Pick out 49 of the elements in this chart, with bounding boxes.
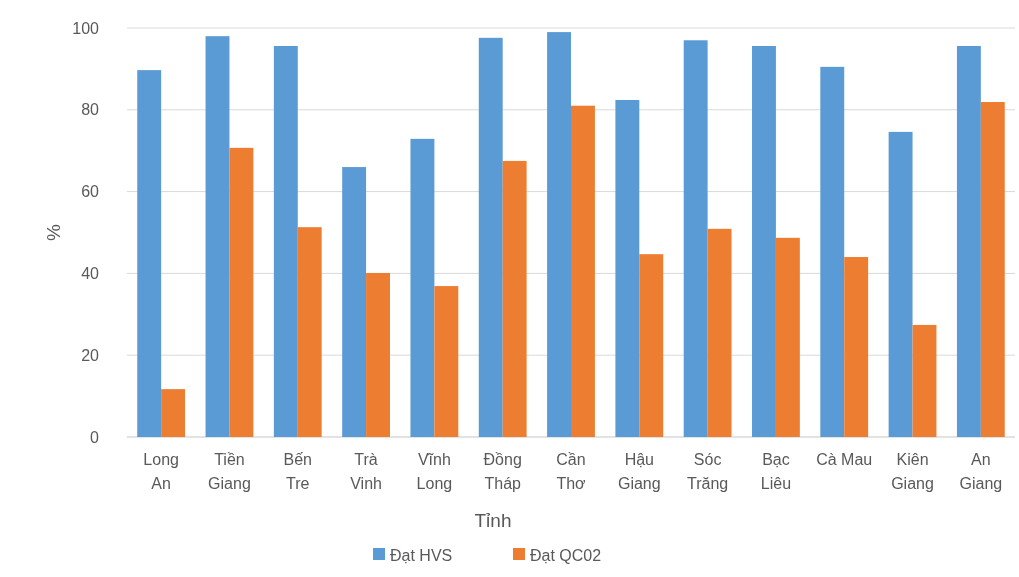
bar — [683, 40, 708, 437]
x-tick-label: Tiền Giang — [208, 451, 251, 492]
x-tick-label: Bến Tre — [283, 451, 312, 492]
bar — [639, 254, 664, 437]
x-tick-label: Cần Thơ — [556, 451, 587, 492]
bar — [297, 227, 322, 437]
bar — [956, 46, 981, 437]
x-tick-label: Vĩnh Long — [416, 451, 453, 492]
bar — [571, 105, 595, 437]
bar — [342, 167, 367, 437]
bar — [161, 389, 186, 437]
legend-label: Đạt QC02 — [530, 546, 602, 564]
x-tick-label: Đồng Tháp — [483, 451, 522, 492]
bar — [820, 66, 845, 437]
bar — [273, 46, 298, 437]
bar — [478, 37, 503, 437]
bar — [615, 99, 640, 437]
y-tick-label: 80 — [81, 101, 100, 119]
y-tick-label: 0 — [90, 428, 100, 446]
x-tick-label: Bạc Liêu — [760, 451, 792, 492]
bar — [410, 138, 435, 437]
x-tick-label: Cà Mau — [816, 451, 873, 468]
bar — [502, 160, 527, 437]
bar — [434, 286, 459, 437]
bar — [366, 272, 390, 437]
bar — [980, 102, 1005, 437]
legend-label: Đạt HVS — [390, 546, 453, 564]
bar — [775, 237, 800, 437]
x-tick-label: Long An — [143, 451, 179, 492]
bar — [707, 228, 732, 437]
bar — [888, 131, 913, 437]
bar — [752, 46, 776, 437]
bar — [229, 147, 254, 437]
bar — [547, 32, 571, 437]
x-tick-label: Trà Vinh — [350, 451, 382, 492]
x-tick-label: An Giang — [959, 451, 1003, 492]
x-axis-title: Tỉnh — [474, 510, 512, 531]
x-tick-label: Sóc Trăng — [687, 451, 729, 492]
y-axis-title: % — [43, 223, 64, 241]
bar — [844, 257, 869, 437]
y-tick-label: 60 — [81, 183, 100, 201]
y-tick-label: 40 — [81, 265, 100, 282]
bar — [205, 36, 230, 437]
x-tick-label: Hậu Giang — [617, 451, 661, 492]
y-tick-label: 20 — [81, 346, 100, 364]
bar — [137, 70, 162, 437]
bar — [912, 324, 937, 437]
y-tick-label: 100 — [72, 19, 100, 37]
x-tick-label: Kiên Giang — [891, 451, 934, 492]
